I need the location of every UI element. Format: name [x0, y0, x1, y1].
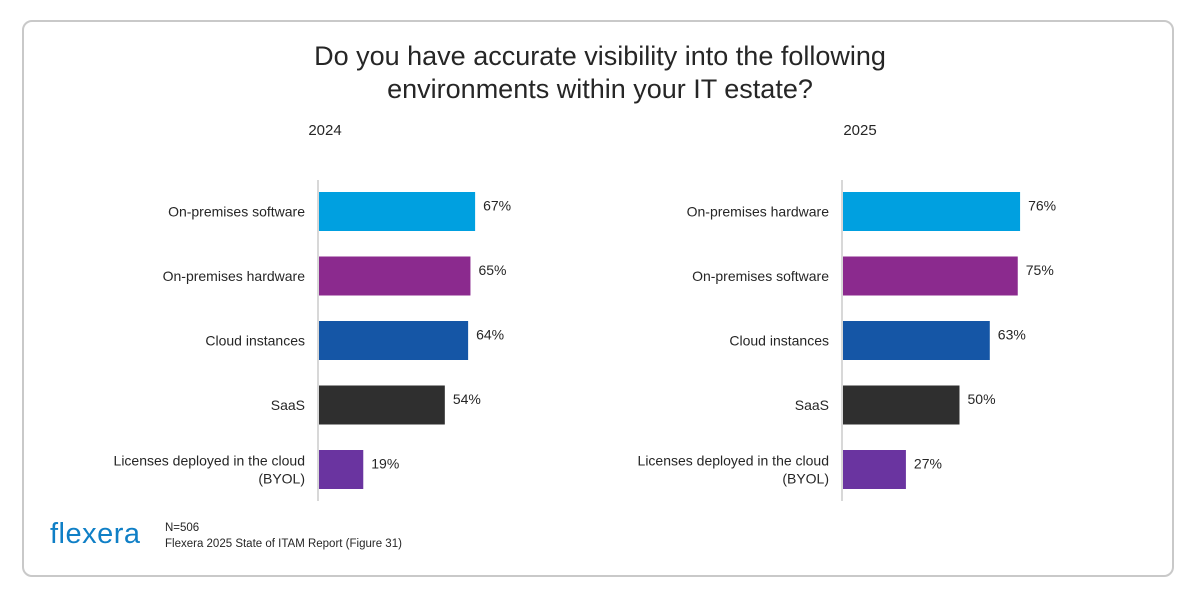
- chart-2025-value-label-5: 27%: [914, 456, 942, 472]
- chart-2024-category-label-3: Cloud instances: [205, 333, 305, 349]
- chart-2024-category-label-1: On-premises software: [168, 204, 305, 220]
- chart-2024-year-label: 2024: [308, 122, 341, 139]
- chart-2024-value-label-1: 67%: [483, 198, 511, 214]
- chart-2025-category-label-2: On-premises software: [692, 268, 829, 284]
- chart-2024-value-label-3: 64%: [476, 327, 504, 343]
- chart-2025-value-label-3: 63%: [998, 327, 1026, 343]
- chart-2025-category-label-4: SaaS: [795, 397, 829, 413]
- chart-2025-bar-1: [843, 192, 1021, 231]
- logo-text-main: flex: [50, 518, 98, 550]
- chart-2025-bar-4: [843, 385, 960, 425]
- chart-2025-category-label-5-line-2: (BYOL): [782, 471, 829, 487]
- footnote: N=506 Flexera 2025 State of ITAM Report …: [165, 520, 402, 552]
- chart-2025-value-label-2: 75%: [1026, 262, 1054, 278]
- chart-2025-category-label-3: Cloud instances: [729, 333, 829, 349]
- chart-2024-value-label-2: 65%: [478, 262, 506, 278]
- sample-size: N=506: [165, 522, 200, 534]
- source-citation: Flexera 2025 State of ITAM Report (Figur…: [165, 538, 402, 550]
- chart-2024-value-label-5: 19%: [371, 456, 399, 472]
- flexera-logo: flexera: [50, 518, 141, 551]
- chart-2024-bar-4: [319, 385, 445, 425]
- chart-2025-year-label: 2025: [843, 122, 876, 139]
- chart-2025-category-label-5-line-1: Licenses deployed in the cloud: [638, 453, 829, 469]
- chart-2024-category-label-2: On-premises hardware: [163, 268, 306, 284]
- logo-text-accent: era: [97, 518, 141, 550]
- chart-card: [22, 20, 1174, 577]
- chart-2024-category-label-5-line-2: (BYOL): [258, 471, 305, 487]
- chart-title: Do you have accurate visibility into the…: [0, 40, 1200, 106]
- chart-2024-bar-1: [319, 192, 476, 231]
- chart-2025-value-label-4: 50%: [968, 391, 996, 407]
- chart-2024-category-label-5-line-1: Licenses deployed in the cloud: [114, 453, 305, 469]
- chart-2025-category-label-1: On-premises hardware: [687, 204, 830, 220]
- chart-title-line-2: environments within your IT estate?: [387, 74, 813, 104]
- chart-2024-value-label-4: 54%: [453, 391, 481, 407]
- chart-2024-bar-5: [319, 450, 364, 489]
- chart-2025-value-label-1: 76%: [1028, 198, 1056, 214]
- chart-2025-bar-2: [843, 256, 1018, 296]
- chart-2024-bar-3: [319, 321, 469, 360]
- chart-title-line-1: Do you have accurate visibility into the…: [314, 41, 886, 71]
- chart-2024-bar-2: [319, 256, 471, 296]
- chart-2024-category-label-4: SaaS: [271, 397, 305, 413]
- chart-2025-bar-3: [843, 321, 990, 360]
- chart-2025-bar-5: [843, 450, 906, 489]
